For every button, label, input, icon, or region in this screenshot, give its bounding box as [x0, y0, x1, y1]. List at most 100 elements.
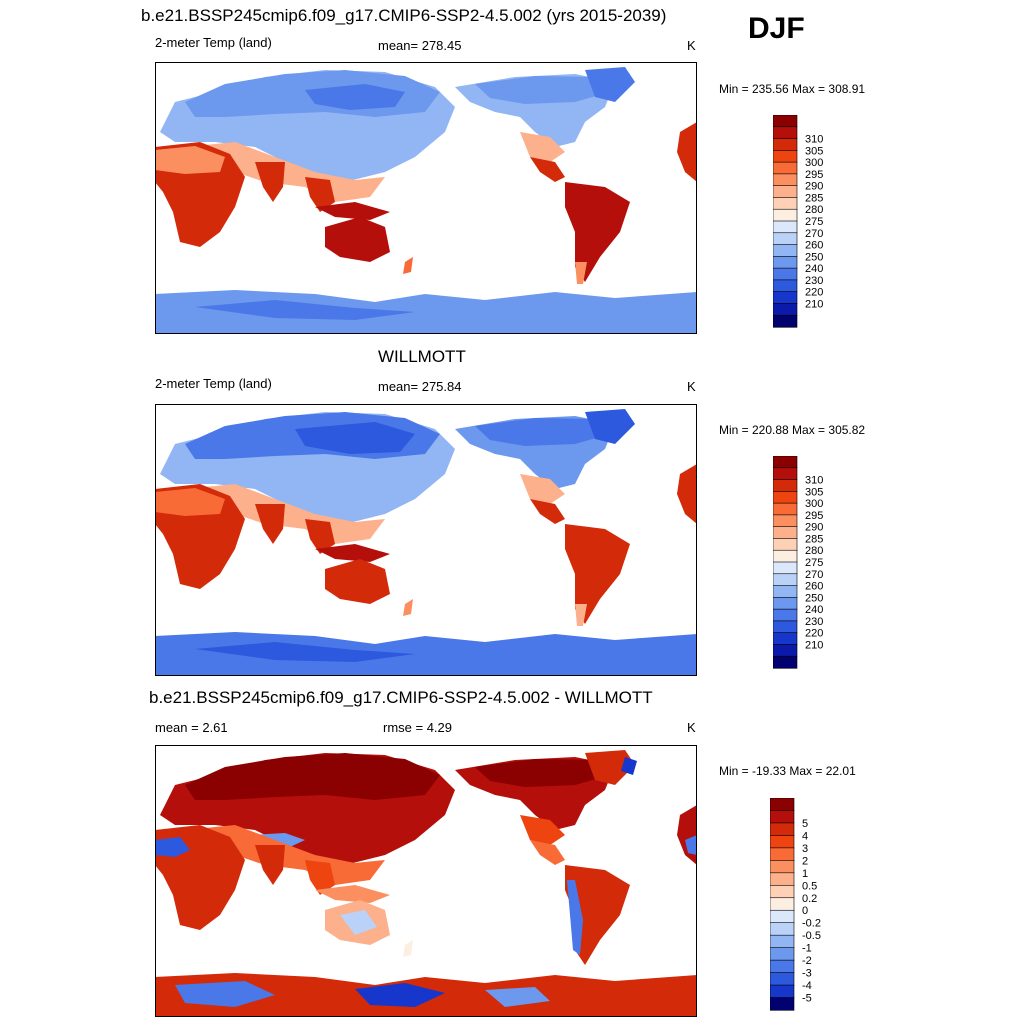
- p3-greenland: [585, 750, 635, 785]
- colorbar-swatch: [772, 597, 798, 610]
- colorbar-swatch: [772, 232, 798, 246]
- panel-2-colorbar: 310 305 300 295 290 285 280 275 270 260 250 240 230 2…: [772, 455, 863, 676]
- colorbar-swatch: [769, 984, 795, 999]
- colorbar-swatch: [772, 620, 798, 634]
- p3-se-asia: [305, 860, 335, 895]
- colorbar-swatch: [769, 897, 795, 911]
- colorbar-swatch: [769, 947, 795, 961]
- panel-2-title: WILLMOTT: [378, 347, 466, 366]
- panel-1-colorbar: 310 305 300 295 290 285 280 275 270 260 250 240 230 2…: [772, 114, 863, 335]
- p3-central-america: [530, 840, 565, 865]
- colorbar-tick-label: 210: [805, 639, 823, 651]
- colorbar-tick-label: 270: [805, 228, 823, 240]
- colorbar-tick-label: 240: [805, 263, 823, 275]
- colorbar-swatch: [769, 847, 795, 861]
- colorbar-swatch: [772, 479, 798, 492]
- colorbar-tick-label: 260: [805, 240, 823, 252]
- panel-3-title: b.e21.BSSP245cmip6.f09_g17.CMIP6-SSP2-4.…: [149, 688, 653, 707]
- colorbar-tick-label: 280: [805, 204, 823, 216]
- panel-1-minmax: Min = 235.56 Max = 308.91: [719, 82, 866, 96]
- p2-canada-north: [475, 418, 610, 446]
- colorbar-tick-label: 0.5: [802, 880, 817, 892]
- colorbar-swatch: [772, 314, 798, 328]
- p2-central-america: [530, 499, 565, 524]
- colorbar-swatch: [772, 208, 798, 222]
- colorbar-swatch: [772, 502, 798, 516]
- p3-greenland-blue: [621, 757, 637, 775]
- p1-south-america: [565, 182, 630, 282]
- colorbar-tick-label: 310: [805, 475, 823, 487]
- colorbar-tick-label: 275: [805, 216, 823, 228]
- colorbar-tick-label: 295: [805, 169, 823, 181]
- p2-us-south: [520, 474, 565, 504]
- p3-antarctica-blue-east: [485, 987, 550, 1007]
- p1-us-south: [520, 132, 565, 162]
- panel-2-colorbar-svg: 3103053002952902852802752702602502402302…: [772, 455, 823, 669]
- panel-3-mean-label: mean = 2.61: [155, 720, 228, 735]
- panel-3-rmse-label: rmse = 4.29: [383, 720, 453, 735]
- colorbar-swatch: [769, 872, 795, 886]
- colorbar-swatch: [772, 173, 798, 187]
- p1-patagonia: [575, 262, 587, 284]
- colorbar-tick-label: 1: [802, 868, 808, 880]
- colorbar-swatch: [772, 655, 798, 669]
- colorbar-tick-label: 260: [805, 581, 823, 593]
- colorbar-swatch: [772, 585, 798, 598]
- colorbar-swatch: [772, 291, 798, 305]
- colorbar-swatch: [772, 303, 798, 316]
- p3-canada-north: [475, 759, 610, 787]
- colorbar-swatch: [769, 997, 795, 1011]
- colorbar-tick-label: -5: [802, 993, 812, 1005]
- colorbar-swatch: [769, 934, 795, 949]
- colorbar-swatch: [769, 884, 795, 899]
- p1-australia: [325, 217, 390, 262]
- p2-india: [255, 504, 285, 544]
- colorbar-tick-label: 285: [805, 533, 823, 545]
- panel-3-colorbar: 5 4 3 2 1 0.5 0.2 0 -0.2 -0.5 -1 -2 -3 -4 -5: [769, 797, 860, 1018]
- colorbar-swatch: [772, 126, 798, 140]
- colorbar-tick-label: 250: [805, 251, 823, 263]
- p1-sahara: [155, 146, 225, 174]
- colorbar-tick-label: 230: [805, 275, 823, 287]
- colorbar-swatch: [772, 244, 798, 257]
- colorbar-tick-label: -4: [802, 980, 812, 992]
- colorbar-swatch: [772, 538, 798, 551]
- p2-patagonia: [575, 604, 587, 626]
- panel-1-map: [155, 62, 697, 334]
- colorbar-swatch: [772, 549, 798, 563]
- colorbar-tick-label: -0.5: [802, 930, 821, 942]
- p3-antarctica-blue-core: [355, 983, 445, 1007]
- p2-indonesia: [315, 544, 390, 562]
- colorbar-swatch: [769, 797, 795, 812]
- colorbar-swatch: [772, 514, 798, 528]
- colorbar-tick-label: -3: [802, 968, 812, 980]
- p3-indonesia: [315, 885, 390, 903]
- colorbar-tick-label: 305: [805, 486, 823, 498]
- p2-greenland: [585, 409, 635, 444]
- p1-indonesia: [315, 202, 390, 220]
- panel-3-map: [155, 745, 697, 1017]
- colorbar-swatch: [772, 197, 798, 210]
- p1-asia-south: [185, 142, 385, 202]
- colorbar-swatch: [772, 150, 798, 163]
- colorbar-tick-label: 2: [802, 855, 808, 867]
- colorbar-swatch: [769, 972, 795, 986]
- panel-2-map: [155, 404, 697, 676]
- colorbar-tick-label: -1: [802, 943, 812, 955]
- colorbar-swatch: [769, 860, 795, 874]
- p2-sahara: [155, 488, 225, 516]
- season-label: DJF: [748, 12, 805, 45]
- colorbar-tick-label: 220: [805, 287, 823, 299]
- colorbar-swatch: [769, 810, 795, 824]
- p1-antarctica-core: [195, 300, 415, 320]
- panel-1-title: b.e21.BSSP245cmip6.f09_g17.CMIP6-SSP2-4.…: [141, 6, 667, 25]
- colorbar-swatch: [772, 455, 798, 469]
- p1-canada-north: [475, 76, 610, 104]
- p1-india: [255, 162, 285, 202]
- p1-greenland: [585, 67, 635, 102]
- colorbar-swatch: [772, 220, 798, 234]
- colorbar-swatch: [772, 279, 798, 293]
- colorbar-tick-label: 290: [805, 181, 823, 193]
- p2-south-america: [565, 524, 630, 624]
- colorbar-tick-label: 310: [805, 134, 823, 146]
